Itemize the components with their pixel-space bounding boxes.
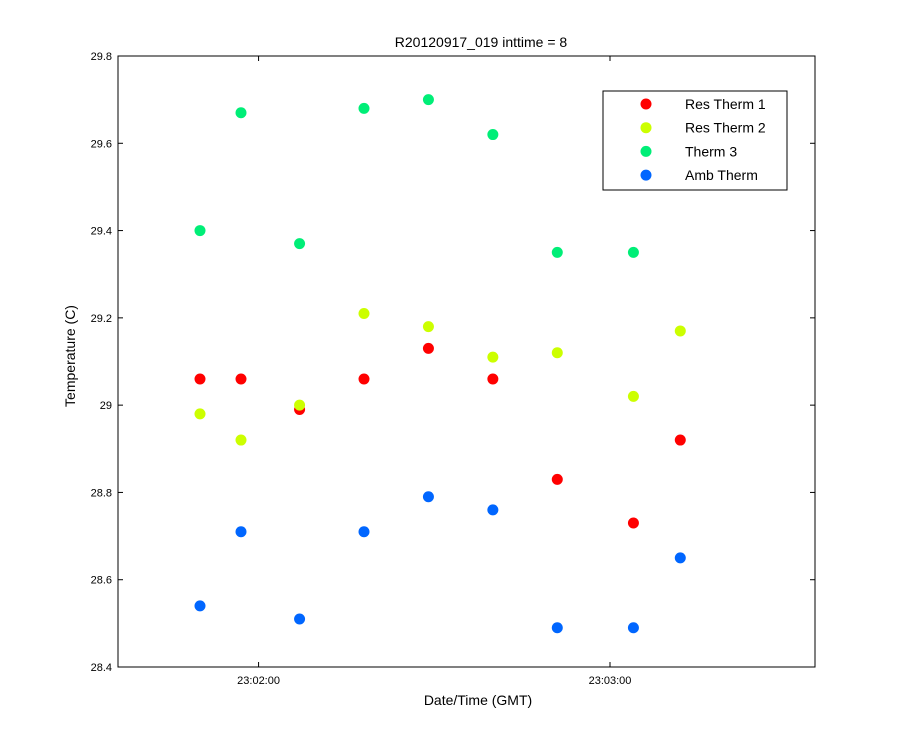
data-point-res-therm-1 [487,373,499,385]
y-tick-label: 29.6 [91,138,112,150]
data-point-res-therm-2 [358,307,370,319]
data-point-therm-3 [358,102,370,114]
data-point-res-therm-2 [294,399,306,411]
data-point-amb-therm [358,526,370,538]
y-tick-label: 28.8 [91,487,112,499]
data-point-res-therm-2 [194,408,206,420]
legend-box [602,90,788,191]
y-tick-label: 28.4 [91,662,112,674]
data-point-amb-therm [487,504,499,516]
data-point-amb-therm [674,552,686,564]
legend: Res Therm 1 Res Therm 2 Therm 3 Amb Therm [602,90,788,191]
data-point-therm-3 [627,246,639,258]
data-point-amb-therm [551,622,563,634]
legend-marker-res-therm-2 [640,122,652,134]
data-point-res-therm-2 [487,351,499,363]
data-point-amb-therm [422,491,434,503]
data-point-res-therm-2 [551,347,563,359]
data-point-res-therm-1 [627,517,639,529]
data-point-res-therm-1 [674,434,686,446]
data-point-amb-therm [627,622,639,634]
axis-ticks: 28.4 28.6 28.8 29 29.2 29.4 29.6 29.8 23:02:00 23… [91,51,815,687]
x-axis-label: Date/Time (GMT) [424,692,532,708]
data-point-res-therm-1 [422,342,434,354]
legend-marker-res-therm-1 [640,98,652,110]
legend-marker-therm-3 [640,145,652,157]
data-point-res-therm-2 [235,434,247,446]
data-point-res-therm-1 [551,473,563,485]
data-points [194,94,686,634]
data-point-therm-3 [235,107,247,119]
legend-marker-amb-therm [640,169,652,181]
data-point-therm-3 [294,238,306,250]
legend-label-amb-therm: Amb Therm [685,167,758,183]
data-point-amb-therm [235,526,247,538]
y-tick-label: 29.2 [91,313,112,325]
y-tick-label: 29.4 [91,226,112,238]
y-tick-label: 29.8 [91,51,112,63]
data-point-res-therm-1 [235,373,247,385]
x-tick-label: 23:03:00 [589,675,632,687]
legend-label-therm-3: Therm 3 [685,143,737,159]
data-point-therm-3 [422,94,434,106]
data-point-amb-therm [294,613,306,625]
x-tick-label: 23:02:00 [237,675,280,687]
data-point-therm-3 [551,246,563,258]
y-axis-label: Temperature (C) [62,305,78,407]
y-tick-label: 28.6 [91,575,112,587]
legend-label-res-therm-1: Res Therm 1 [685,96,766,112]
data-point-res-therm-2 [674,325,686,337]
data-point-res-therm-2 [422,321,434,333]
data-point-therm-3 [194,225,206,237]
legend-label-res-therm-2: Res Therm 2 [685,120,766,136]
data-point-res-therm-1 [358,373,370,385]
chart-title: R20120917_019 inttime = 8 [395,34,568,50]
data-point-res-therm-1 [194,373,206,385]
y-tick-label: 29 [100,400,112,412]
data-point-amb-therm [194,600,206,612]
data-point-res-therm-2 [627,390,639,402]
data-point-therm-3 [487,129,499,141]
